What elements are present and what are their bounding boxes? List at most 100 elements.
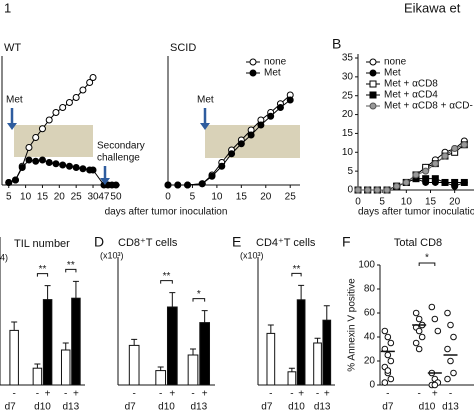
- bar-sign: +: [298, 389, 304, 400]
- bar-sign: -: [12, 389, 15, 400]
- point: [447, 357, 454, 365]
- marker: [267, 112, 275, 120]
- point-sign: -: [417, 389, 420, 400]
- x-tick-label: 25: [71, 192, 83, 203]
- error-bar: [157, 366, 164, 371]
- bar-sign: -: [64, 389, 67, 400]
- bar: [287, 371, 297, 386]
- figure-number: 1: [4, 0, 11, 15]
- point: [412, 309, 420, 317]
- chart-title: CD4⁺T cells: [256, 237, 316, 249]
- marker: [65, 162, 73, 170]
- legend-marker: [369, 69, 377, 77]
- chart-title: CD8⁺T cells: [118, 237, 178, 249]
- error-bar: [11, 321, 18, 331]
- marker: [89, 74, 97, 81]
- x-tick-label: 15: [37, 192, 49, 203]
- marker: [383, 186, 391, 194]
- marker: [286, 96, 294, 104]
- arrow-head: [7, 123, 17, 130]
- x-tick-label: 15: [425, 197, 437, 208]
- legend-marker: [249, 58, 257, 66]
- y-tick-label: 0: [369, 380, 375, 391]
- bar-sign: -: [290, 389, 293, 400]
- legend-marker: [369, 91, 377, 99]
- marker: [59, 104, 67, 111]
- x-tick-label: 0: [355, 197, 361, 208]
- chart-title: SCID: [170, 42, 196, 54]
- legend-label: none: [264, 57, 287, 68]
- y-tick-label: 15: [342, 128, 354, 139]
- bar-sign: +: [169, 389, 175, 400]
- error-bar: [314, 337, 321, 343]
- annotation: Met: [197, 95, 214, 106]
- bar: [60, 349, 71, 386]
- bar: [71, 297, 81, 386]
- point: [384, 367, 392, 374]
- significance: *: [197, 289, 201, 300]
- marker: [174, 181, 182, 189]
- marker: [431, 160, 439, 168]
- x-axis-label: days after tumor inoculation: [105, 207, 228, 218]
- marker: [412, 171, 420, 179]
- bar-sign: -: [191, 389, 194, 400]
- marker: [198, 180, 206, 188]
- error-bar: [288, 367, 295, 372]
- bar: [313, 342, 322, 386]
- legend-marker: [369, 80, 377, 88]
- marker: [38, 156, 46, 164]
- legend-label: Met: [264, 68, 281, 79]
- marker: [52, 109, 60, 116]
- point: [428, 303, 436, 311]
- error-bar: [267, 324, 274, 334]
- marker: [393, 182, 401, 190]
- unit-label: (x10³): [240, 250, 264, 260]
- x-tick-label: 20: [449, 197, 461, 208]
- marker: [184, 181, 192, 189]
- point: [450, 333, 457, 341]
- legend-label: Met + αCD8: [384, 79, 438, 90]
- bar: [266, 332, 276, 386]
- marker: [164, 181, 172, 189]
- marker: [364, 186, 372, 194]
- x-tick-label: 50: [110, 192, 122, 203]
- bar-sign: -: [316, 389, 319, 400]
- x-tick-label: 10: [401, 197, 413, 208]
- point-sign: +: [432, 389, 438, 400]
- marker: [460, 178, 468, 186]
- bar: [187, 354, 199, 386]
- y-axis-label: % Annexin V positive: [347, 278, 358, 372]
- arrow-head: [200, 123, 210, 130]
- x-tick-label: 0: [165, 192, 171, 203]
- marker: [373, 186, 381, 194]
- panel-label: D: [94, 234, 104, 250]
- significance: **: [67, 260, 75, 271]
- bracket: [160, 280, 173, 284]
- error-bar: [131, 338, 138, 346]
- point-sign: -: [386, 389, 389, 400]
- bar-sign: +: [324, 389, 330, 400]
- bar: [166, 306, 178, 386]
- bar-sign: +: [45, 389, 51, 400]
- error-bar: [169, 292, 176, 307]
- marker: [257, 121, 265, 129]
- x-tick-label: 10: [20, 192, 32, 203]
- x-tick-label: 15: [236, 192, 248, 203]
- point: [415, 315, 423, 323]
- x-tick-label: d7: [261, 402, 273, 413]
- marker: [18, 164, 26, 171]
- marker: [237, 140, 245, 148]
- marker: [422, 167, 430, 175]
- y-tick-label: 20: [364, 356, 376, 367]
- marker: [32, 157, 40, 165]
- x-tick-label: d13: [62, 402, 79, 413]
- bracket: [291, 272, 302, 277]
- chart-title: TIL number: [14, 238, 70, 250]
- legend-marker: [249, 69, 257, 77]
- x-tick-label: 25: [285, 192, 297, 203]
- chart-title: Total CD8: [394, 237, 442, 249]
- marker: [59, 161, 67, 169]
- bracket: [418, 262, 436, 266]
- error-bar: [323, 305, 330, 321]
